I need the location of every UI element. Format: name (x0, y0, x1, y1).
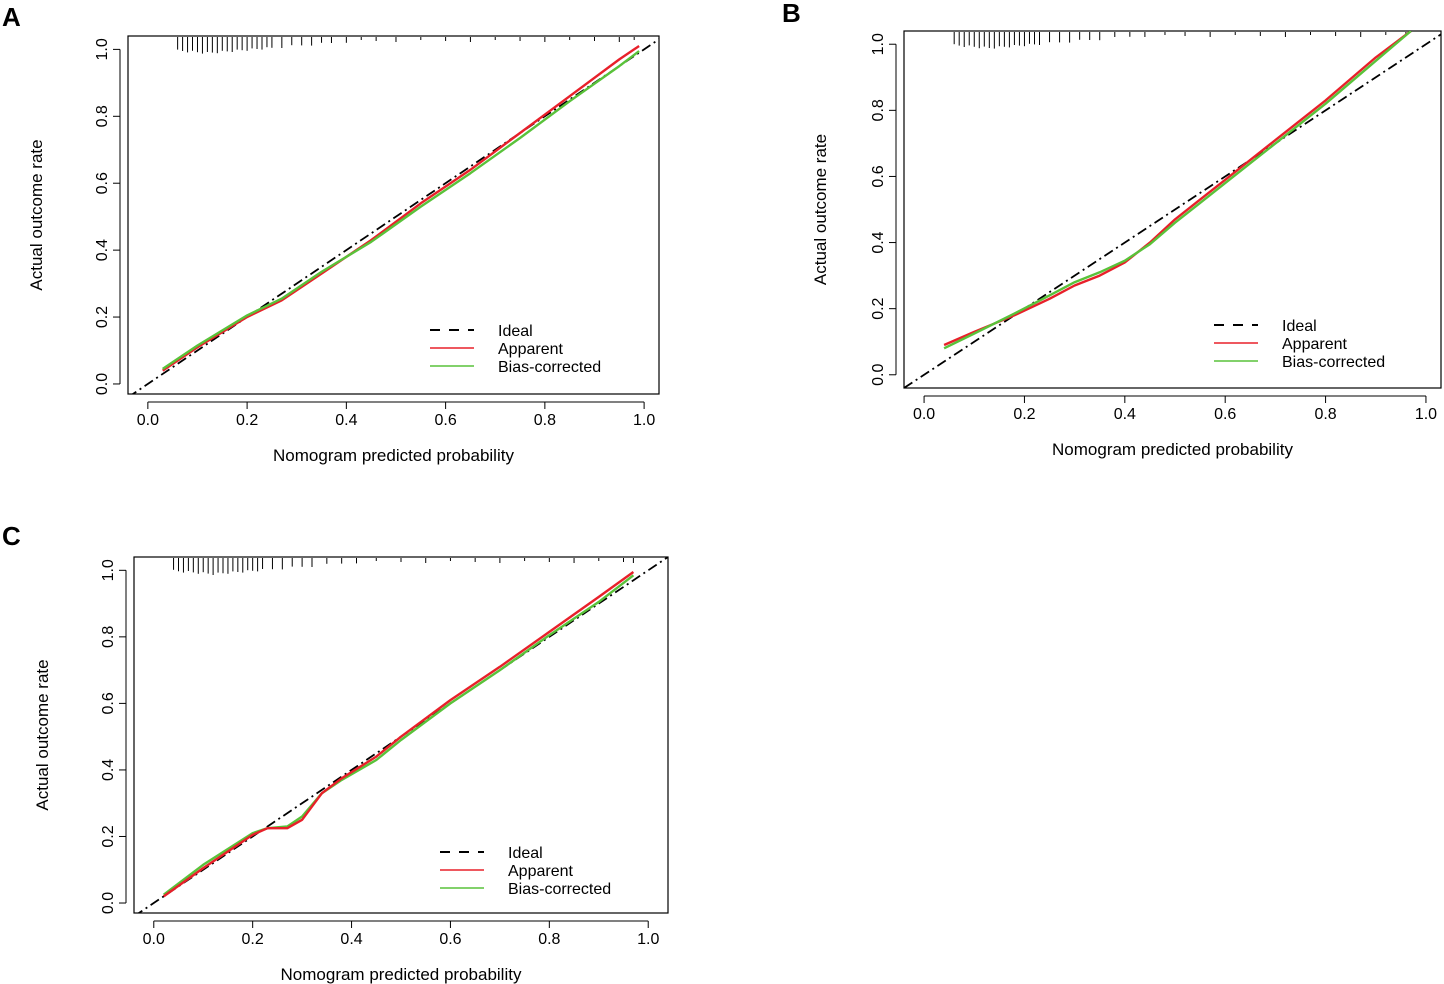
x-tick-label: 0.8 (1314, 406, 1336, 423)
legend-label: Apparent (498, 341, 563, 358)
x-tick-label: 0.0 (143, 931, 165, 948)
legend-label: Bias-corrected (1282, 354, 1385, 371)
y-tick-label: 0.2 (94, 306, 111, 328)
series-line-bias-corrected (162, 50, 640, 370)
legend-label: Apparent (508, 863, 573, 880)
series-line-apparent (162, 45, 640, 372)
panel-letter: C (2, 521, 21, 551)
panel-letter: A (2, 2, 21, 32)
series-line-ideal (904, 33, 1441, 388)
plot-frame (903, 30, 1442, 389)
series-line-apparent (163, 571, 635, 898)
y-tick-label: 0.8 (870, 99, 887, 121)
panel-a-calibration-chart: A 0.0 0.2 0.4 0.6 0.8 1.0 0.0 0.2 0.4 0.6 0.8 1.0 Nom… (2, 2, 660, 465)
series-line-bias-corrected (943, 31, 1412, 350)
x-tick-label: 0.8 (534, 412, 556, 429)
legend-label: Bias-corrected (508, 881, 611, 898)
x-tick-label: 0.8 (538, 931, 560, 948)
legend-label: Ideal (498, 323, 533, 340)
y-tick-label: 0.0 (870, 364, 887, 386)
x-tick-label: 0.2 (1013, 406, 1035, 423)
legend-label: Apparent (1282, 336, 1347, 353)
panel-b-calibration-chart: B 0.0 0.2 0.4 0.6 0.8 1.0 0.0 0.2 0.4 0.6 0.8 1.0 Nom… (782, 0, 1442, 459)
y-tick-label: 1.0 (870, 33, 887, 55)
series-group (137, 557, 668, 913)
plot-frame (133, 556, 669, 914)
x-tick-label: 0.6 (434, 412, 456, 429)
y-tick-label: 0.4 (870, 231, 887, 253)
y-axis-title: Actual outcome rate (27, 139, 46, 290)
x-tick-label: 0.4 (1114, 406, 1136, 423)
legend-label: Bias-corrected (498, 359, 601, 376)
plot-frame (127, 35, 660, 395)
y-tick-label: 0.0 (100, 892, 117, 914)
x-tick-label: 0.2 (242, 931, 264, 948)
x-tick-label: 1.0 (637, 931, 659, 948)
panel-letter: B (782, 0, 801, 28)
x-tick-label: 0.0 (913, 406, 935, 423)
legend-label: Ideal (1282, 318, 1317, 335)
panel-c-calibration-chart: C 0.0 0.2 0.4 0.6 0.8 1.0 0.0 0.2 0.4 0.6 0.8 1.0 Nom… (2, 521, 669, 984)
legend-label: Ideal (508, 845, 543, 862)
y-tick-label: 1.0 (100, 559, 117, 581)
y-axis-title: Actual outcome rate (811, 134, 830, 285)
series-line-ideal (131, 38, 659, 394)
y-tick-label: 0.0 (94, 373, 111, 395)
y-tick-label: 0.6 (870, 165, 887, 187)
y-tick-label: 0.6 (100, 692, 117, 714)
series-group (904, 31, 1441, 388)
x-tick-label: 1.0 (633, 412, 655, 429)
y-tick-label: 1.0 (94, 38, 111, 60)
y-tick-label: 0.2 (870, 297, 887, 319)
x-tick-label: 0.4 (340, 931, 362, 948)
y-tick-label: 0.2 (100, 825, 117, 847)
series-line-apparent (943, 31, 1412, 347)
rug-marks (177, 37, 635, 54)
x-tick-label: 0.2 (236, 412, 258, 429)
y-tick-label: 0.8 (100, 626, 117, 648)
x-tick-label: 0.0 (137, 412, 159, 429)
x-tick-label: 0.6 (1214, 406, 1236, 423)
y-axis-title: Actual outcome rate (33, 659, 52, 810)
y-tick-label: 0.8 (94, 105, 111, 127)
series-group (131, 38, 659, 394)
x-tick-label: 1.0 (1415, 406, 1437, 423)
y-tick-label: 0.4 (94, 239, 111, 261)
rug-marks (953, 32, 1407, 49)
y-tick-label: 0.6 (94, 172, 111, 194)
x-axis-title: Nomogram predicted probability (1052, 440, 1293, 459)
rug-marks (173, 558, 634, 575)
x-tick-label: 0.6 (439, 931, 461, 948)
y-tick-label: 0.4 (100, 759, 117, 781)
x-axis-title: Nomogram predicted probability (281, 965, 522, 984)
x-axis-title: Nomogram predicted probability (273, 446, 514, 465)
x-tick-label: 0.4 (335, 412, 357, 429)
